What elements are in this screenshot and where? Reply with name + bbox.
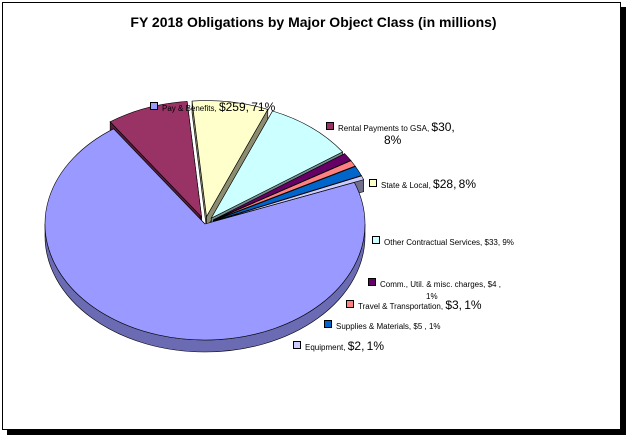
label-supplies: Supplies & Materials, $5 , 1% [324,320,441,332]
legend-key-other-contractual [372,236,380,244]
label-state-local: State & Local, $28, 8% [369,178,476,191]
label-comm-util-percent: 1% [426,292,438,301]
label-other-contractual: Other Contractual Services, $33, 9% [372,236,514,248]
slice-comm-util-misc-charges [213,153,352,221]
label-rental-payments-percent: 8% [384,133,402,147]
slice-other-contractual-services [210,110,344,219]
slice-equipment [214,175,365,222]
label-travel: Travel & Transportation, $3, 1% [346,299,482,312]
label-comm-util: Comm., Util. & misc. charges, $4 , [368,278,501,290]
chart-title: FY 2018 Obligations by Major Object Clas… [130,14,497,30]
legend-key-supplies [324,320,332,328]
legend-key-comm-util [368,278,376,286]
slice-supplies-materials [213,166,362,222]
label-pay-benefits: Pay & Benefits, $259, 71% [150,101,275,114]
legend-key-pay-benefits [150,102,158,110]
legend-key-rental-payments [326,122,334,130]
legend-key-equipment [293,341,301,349]
label-rental-payments: Rental Payments to GSA, $30, [326,121,455,134]
label-equipment: Equipment, $2, 1% [293,340,384,353]
slice-state-local [191,100,269,218]
slice-rental-payments-to-gsa [109,101,202,218]
legend-key-travel [346,300,354,308]
legend-key-state-local [369,179,377,187]
slice-pay-benefits [44,128,366,341]
slice-travel-transportation [213,160,356,221]
